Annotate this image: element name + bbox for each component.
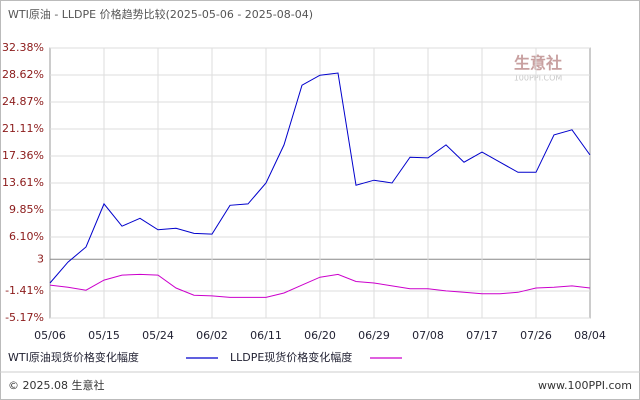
y-tick-label: 3	[37, 252, 44, 265]
chart-title: WTI原油 - LLDPE 价格趋势比较(2025-05-06 - 2025-0…	[8, 7, 313, 21]
watermark: 100PPI.COM	[514, 74, 563, 83]
y-tick-label: 24.87%	[2, 95, 44, 108]
y-tick-label: 13.61%	[2, 176, 44, 189]
x-tick-label: 06/02	[196, 329, 228, 342]
y-tick-label: 17.36%	[2, 149, 44, 162]
footer-right: www.100PPI.com	[538, 379, 632, 392]
y-tick-label: 21.11%	[2, 122, 44, 135]
x-tick-label: 05/15	[88, 329, 120, 342]
y-tick-label: 6.10%	[9, 230, 44, 243]
x-tick-label: 07/26	[520, 329, 552, 342]
y-tick-label: 32.38%	[2, 41, 44, 54]
x-tick-label: 06/29	[358, 329, 390, 342]
x-tick-label: 07/17	[466, 329, 498, 342]
y-tick-label: -5.17%	[5, 311, 44, 324]
x-tick-label: 06/20	[304, 329, 336, 342]
x-tick-label: 06/11	[250, 329, 282, 342]
footer-left: © 2025.08 生意社	[8, 378, 104, 392]
x-tick-label: 07/08	[412, 329, 444, 342]
legend-label: WTI原油现货价格变化幅度	[8, 350, 139, 364]
x-tick-label: 05/06	[34, 329, 66, 342]
x-tick-label: 08/04	[574, 329, 606, 342]
watermark: 生意社	[514, 54, 562, 73]
legend-label: LLDPE现货价格变化幅度	[230, 350, 352, 364]
y-tick-label: 28.62%	[2, 68, 44, 81]
x-tick-label: 05/24	[142, 329, 174, 342]
y-tick-label: -1.41%	[5, 284, 44, 297]
y-tick-label: 9.85%	[9, 203, 44, 216]
series-line	[49, 72, 591, 284]
series-line	[49, 273, 591, 298]
